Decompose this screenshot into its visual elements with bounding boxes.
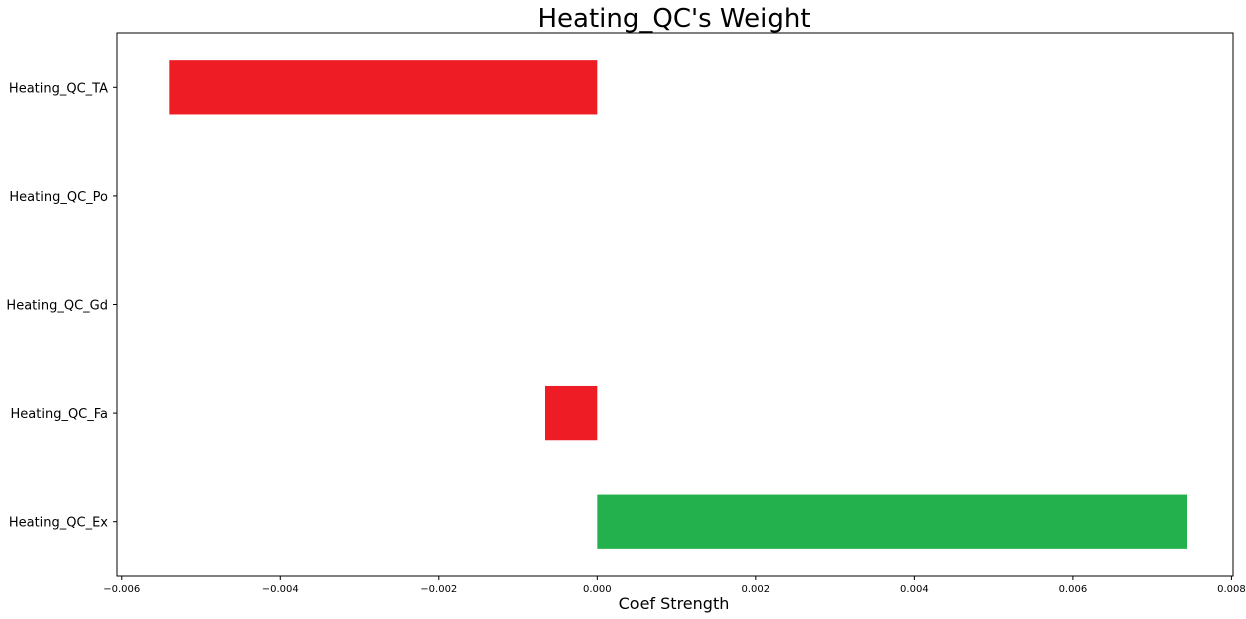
y-ticks: Heating_QC_TA Heating_QC_Po Heating_QC_Gd H… — [6, 81, 117, 531]
x-tick-label: 0.008 — [1217, 584, 1246, 595]
x-axis-label: Coef Strength — [619, 594, 730, 613]
bar-heating-qc-fa — [545, 385, 598, 441]
y-tick-label: Heating_QC_Gd — [6, 299, 108, 314]
y-tick-label: Heating_QC_Fa — [11, 407, 109, 422]
x-tick-label: 0.000 — [583, 584, 612, 595]
chart-title: Heating_QC's Weight — [537, 4, 810, 34]
bars-layer — [169, 60, 1188, 549]
x-tick-label: −0.002 — [420, 584, 457, 595]
x-ticks: −0.006 −0.004 −0.002 0.000 0.002 0.004 0.006 0.… — [103, 576, 1246, 595]
x-tick-label: −0.004 — [262, 584, 299, 595]
y-tick-label: Heating_QC_Po — [9, 190, 108, 205]
y-tick-label: Heating_QC_Ex — [9, 516, 108, 531]
x-tick-label: 0.002 — [742, 584, 771, 595]
y-tick-label: Heating_QC_TA — [9, 81, 108, 96]
x-tick-label: −0.006 — [103, 584, 140, 595]
x-tick-label: 0.004 — [900, 584, 929, 595]
bar-heating-qc-ex — [597, 494, 1188, 549]
bar-heating-qc-ta — [169, 60, 598, 115]
x-tick-label: 0.006 — [1059, 584, 1088, 595]
